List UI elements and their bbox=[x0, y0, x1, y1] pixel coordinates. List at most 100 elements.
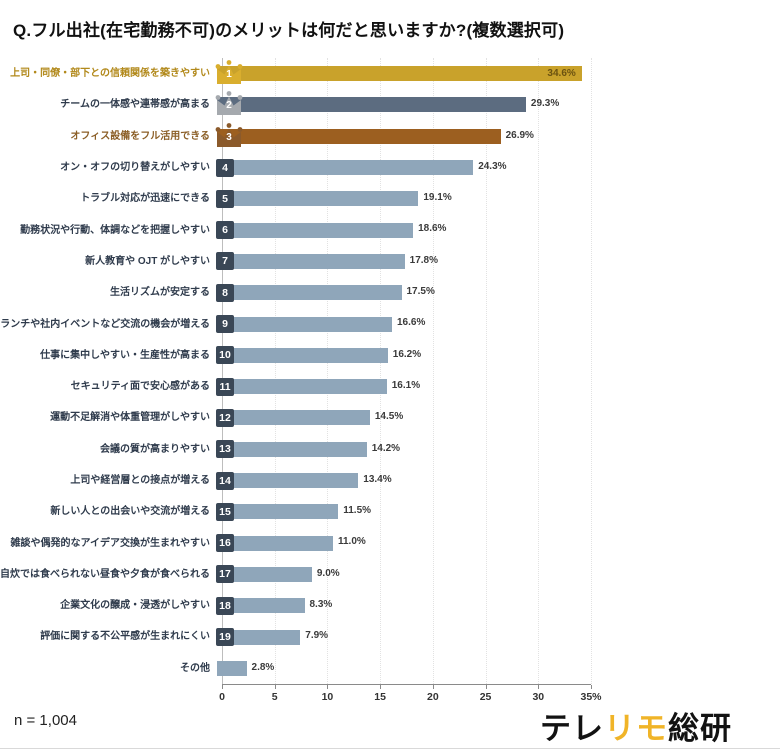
rank-number: 3 bbox=[226, 131, 232, 143]
rank-badge: 4 bbox=[216, 158, 234, 177]
rank-badge: 12 bbox=[216, 408, 234, 427]
category-label: 上司・同僚・部下との信頼関係を築きやすい bbox=[10, 68, 210, 80]
x-tick-mark bbox=[327, 685, 329, 689]
value-label: 14.2% bbox=[371, 442, 401, 454]
bar-track: 17.8% 7 bbox=[216, 246, 780, 277]
category-label: 会議の質が高まりやすい bbox=[100, 443, 210, 455]
bar-track: 24.3% 4 bbox=[216, 152, 780, 183]
bar-track: 2.8% bbox=[216, 653, 780, 684]
gridline bbox=[432, 58, 434, 684]
gridline bbox=[274, 58, 276, 684]
bar bbox=[217, 347, 388, 363]
rank-crown-icon: 3 bbox=[214, 122, 244, 150]
bar-track: 29.3% 2 bbox=[214, 89, 780, 120]
chart-row: 生活リズムが安定する 17.5% 8 bbox=[0, 277, 780, 308]
bar bbox=[217, 629, 301, 645]
bar-track: 14.5% 12 bbox=[216, 402, 780, 433]
category-label: その他 bbox=[180, 662, 210, 674]
x-tick-mark bbox=[274, 685, 276, 689]
bar-track: 14.2% 13 bbox=[216, 434, 780, 465]
gridline bbox=[485, 58, 487, 684]
category-label: 評価に関する不公平感が生まれにくい bbox=[40, 631, 210, 643]
value-label: 14.5% bbox=[374, 411, 404, 423]
category-label: 雑談や偶発的なアイデア交換が生まれやすい bbox=[10, 537, 211, 549]
brand-part-3: 総研 bbox=[668, 711, 732, 746]
rank-badge: 7 bbox=[216, 252, 234, 271]
brand-part-1: テレ bbox=[540, 711, 604, 746]
bar-track: 34.6% 1 bbox=[215, 58, 780, 89]
category-label: オフィス設備をフル活用できる bbox=[70, 130, 210, 142]
bar-track: 16.6% 9 bbox=[216, 308, 780, 339]
category-label: トラブル対応が迅速にできる bbox=[80, 193, 210, 205]
rank-badge: 8 bbox=[216, 283, 234, 302]
chart-row: チームの一体感や連帯感が高まる 29.3% 2 bbox=[0, 89, 780, 120]
bar-track: 17.5% 8 bbox=[216, 277, 780, 308]
gridline bbox=[327, 58, 329, 684]
bar-track: 11.5% 15 bbox=[216, 496, 780, 527]
chart-row: 上司や経営層との接点が増える 13.4% 14 bbox=[0, 465, 780, 496]
bar bbox=[217, 160, 474, 176]
bar bbox=[217, 191, 419, 207]
rank-badge: 6 bbox=[216, 221, 234, 240]
bar bbox=[217, 598, 305, 614]
category-label: 仕事に集中しやすい・生産性が高まる bbox=[40, 349, 210, 361]
bar bbox=[217, 222, 414, 238]
bar bbox=[217, 504, 339, 520]
rank-badge: 14 bbox=[216, 471, 234, 490]
rank-badge: 18 bbox=[216, 596, 234, 615]
value-label: 8.3% bbox=[309, 599, 333, 611]
chart-row: 新しい人との出会いや交流が増える 11.5% 15 bbox=[0, 496, 780, 527]
x-axis-line bbox=[222, 684, 591, 685]
category-label: 新人教育や OJT がしやすい bbox=[85, 255, 210, 267]
chart-row: 雑談や偶発的なアイデア交換が生まれやすい 11.0% 16 bbox=[0, 527, 780, 558]
chart-row: その他 2.8% bbox=[0, 653, 780, 684]
bar bbox=[217, 441, 367, 457]
x-tick-label: 20 bbox=[427, 691, 439, 703]
bar: 34.6% bbox=[217, 66, 582, 82]
rank-badge: 19 bbox=[216, 628, 234, 647]
category-label: セキュリティ面で安心感がある bbox=[70, 381, 210, 393]
chart-title: Q.フル出社(在宅勤務不可)のメリットは何だと思いますか?(複数選択可) bbox=[13, 21, 565, 40]
category-label: ランチや社内イベントなど交流の機会が増える bbox=[0, 318, 210, 330]
category-label: 企業文化の醸成・浸透がしやすい bbox=[60, 600, 210, 612]
bar-track: 16.2% 10 bbox=[216, 340, 780, 371]
bar-track: 8.3% 18 bbox=[216, 590, 780, 621]
value-label: 2.8% bbox=[251, 661, 275, 673]
x-tick-mark bbox=[485, 685, 487, 689]
value-label: 17.8% bbox=[409, 254, 439, 266]
x-tick-label: 35% bbox=[580, 691, 602, 703]
bar-track: 19.1% 5 bbox=[216, 183, 780, 214]
bar-track: 13.4% 14 bbox=[216, 465, 780, 496]
value-label: 16.1% bbox=[391, 379, 421, 391]
rank-crown-icon: 2 bbox=[214, 90, 244, 118]
gridline bbox=[538, 58, 540, 684]
category-label: 新しい人との出会いや交流が増える bbox=[50, 506, 210, 518]
rank-badge: 16 bbox=[216, 534, 234, 553]
bottom-divider bbox=[0, 748, 780, 749]
x-tick-label: 5 bbox=[271, 691, 278, 703]
bar-track: 18.6% 6 bbox=[216, 214, 780, 245]
value-label: 7.9% bbox=[305, 630, 329, 642]
value-label: 24.3% bbox=[478, 160, 507, 172]
rank-badge: 17 bbox=[216, 565, 234, 584]
bar-track: 11.0% 16 bbox=[216, 527, 780, 558]
chart-row: ランチや社内イベントなど交流の機会が増える 16.6% 9 bbox=[0, 308, 780, 339]
value-label: 34.6% bbox=[547, 67, 576, 79]
value-label: 13.4% bbox=[363, 473, 392, 485]
x-tick-label: 15 bbox=[374, 691, 386, 703]
chart-row: 運動不足解消や体重管理がしやすい 14.5% 12 bbox=[0, 402, 780, 433]
x-tick-mark bbox=[380, 685, 382, 689]
chart-row: 企業文化の醸成・浸透がしやすい 8.3% 18 bbox=[0, 590, 780, 621]
chart-row: 勤務状況や行動、体調などを把握しやすい 18.6% 6 bbox=[0, 214, 780, 245]
sample-size: n = 1,004 bbox=[14, 712, 77, 729]
x-tick-mark bbox=[432, 685, 434, 689]
rank-badge: 10 bbox=[216, 346, 234, 365]
category-label: 上司や経営層との接点が増える bbox=[70, 475, 210, 486]
chart-row: 新人教育や OJT がしやすい 17.8% 7 bbox=[0, 246, 780, 277]
value-label: 29.3% bbox=[530, 98, 560, 110]
bar bbox=[217, 410, 370, 426]
chart-row: オフィス設備をフル活用できる 26.9% 3 bbox=[0, 121, 780, 152]
bar bbox=[217, 535, 333, 551]
bar-chart: 上司・同僚・部下との信頼関係を築きやすい 34.6% 1 チームの一体感や連帯感が高ま… bbox=[0, 58, 780, 684]
